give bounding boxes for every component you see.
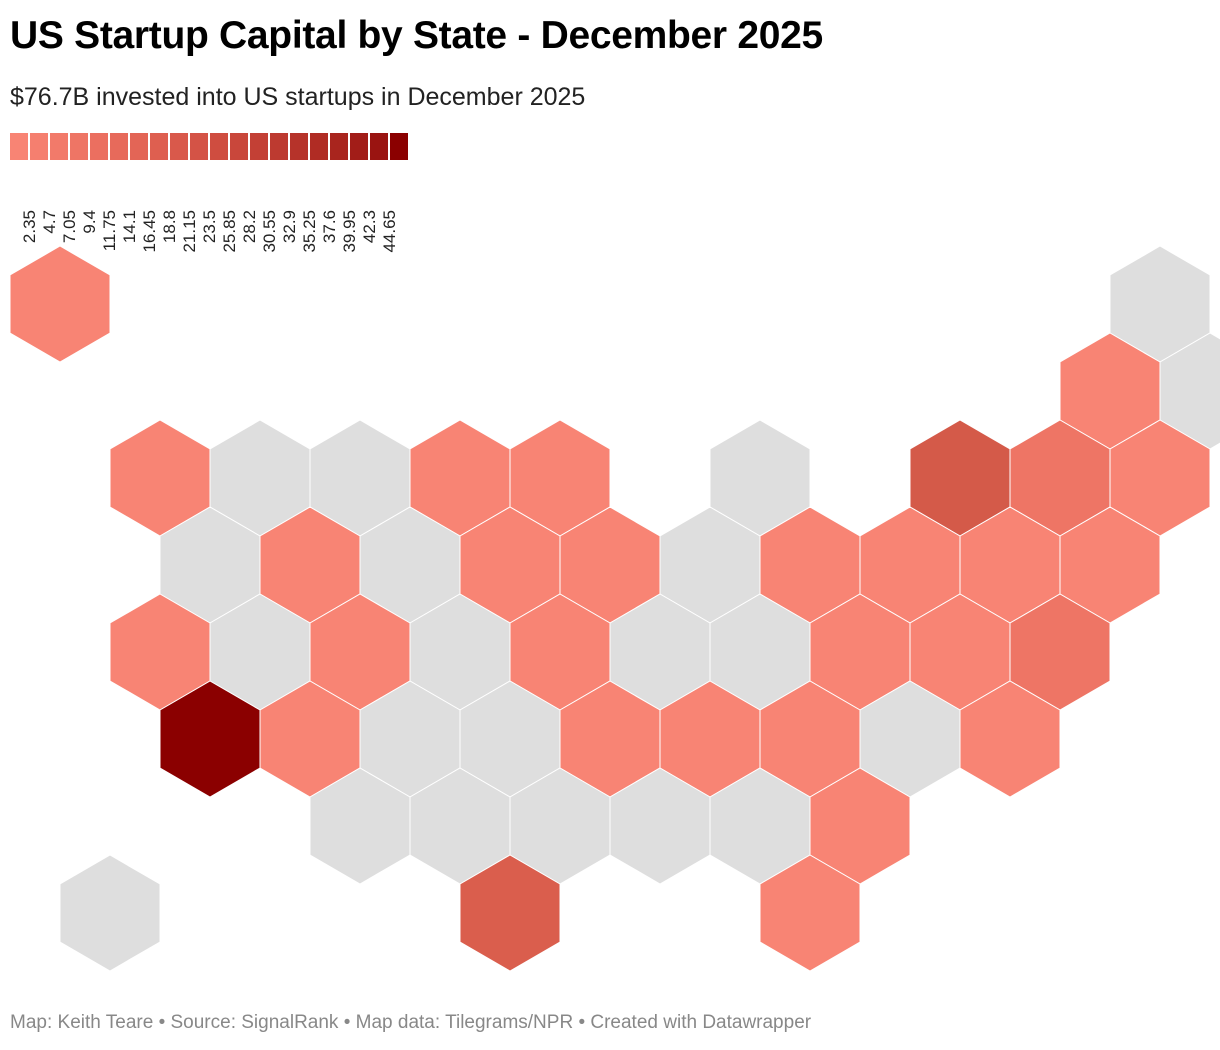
legend-swatch <box>110 133 128 160</box>
legend-swatch <box>330 133 348 160</box>
legend-tick-label: 7.05 <box>60 160 80 243</box>
legend-tick-label: 2.35 <box>20 160 40 243</box>
legend-tick-label: 32.9 <box>280 160 300 243</box>
chart-subtitle: $76.7B invested into US startups in Dece… <box>10 83 586 111</box>
legend-tick-label: 4.7 <box>40 160 60 234</box>
legend-swatch <box>170 133 188 160</box>
legend-swatch <box>30 133 48 160</box>
legend-tick-label: 21.15 <box>180 160 200 253</box>
legend-swatch <box>270 133 288 160</box>
legend-swatch <box>210 133 228 160</box>
legend-swatch <box>190 133 208 160</box>
legend-swatch <box>150 133 168 160</box>
legend-swatch <box>290 133 308 160</box>
legend-swatch <box>70 133 88 160</box>
legend-tick-label: 39.95 <box>340 160 360 253</box>
legend-swatch <box>250 133 268 160</box>
legend-swatch <box>390 133 408 160</box>
legend-tick-label: 28.2 <box>240 160 260 243</box>
legend-tick-label: 42.3 <box>360 160 380 243</box>
legend-tick-label: 30.55 <box>260 160 280 253</box>
legend-swatch <box>130 133 148 160</box>
legend-tick-label: 14.1 <box>120 160 140 243</box>
state-hex[interactable] <box>9 245 111 363</box>
state-hex[interactable] <box>959 680 1061 798</box>
footer-credit: Map: Keith Teare • Source: SignalRank • … <box>10 1012 812 1033</box>
legend-tick-label: 16.45 <box>140 160 160 253</box>
legend-swatches <box>10 133 410 160</box>
state-hex[interactable] <box>459 854 561 972</box>
legend-labels: 2.35 4.7 7.05 9.4 11.75 14.1 16.45 18.8 21.15 23.… <box>10 160 410 253</box>
color-legend: 2.35 4.7 7.05 9.4 11.75 14.1 16.45 18.8 21.15 23.… <box>10 133 410 253</box>
legend-swatch <box>10 133 28 160</box>
legend-swatch <box>50 133 68 160</box>
state-hex-map <box>9 245 1220 972</box>
legend-tick-label: 11.75 <box>100 160 120 251</box>
state-hex[interactable] <box>759 854 861 972</box>
legend-swatch <box>90 133 108 160</box>
legend-tick-label: 37.6 <box>320 160 340 243</box>
legend-swatch <box>370 133 388 160</box>
legend-tick-label: 18.8 <box>160 160 180 243</box>
legend-tick-label: 23.5 <box>200 160 220 243</box>
legend-swatch <box>310 133 328 160</box>
legend-tick-label: 44.65 <box>380 160 400 253</box>
chart-title: US Startup Capital by State - December 2… <box>10 14 823 57</box>
state-hex[interactable] <box>59 854 161 972</box>
legend-tick-label: 25.85 <box>220 160 240 253</box>
legend-tick-label: 9.4 <box>80 160 100 234</box>
legend-tick-label: 35.25 <box>300 160 320 253</box>
legend-swatch <box>350 133 368 160</box>
legend-swatch <box>230 133 248 160</box>
